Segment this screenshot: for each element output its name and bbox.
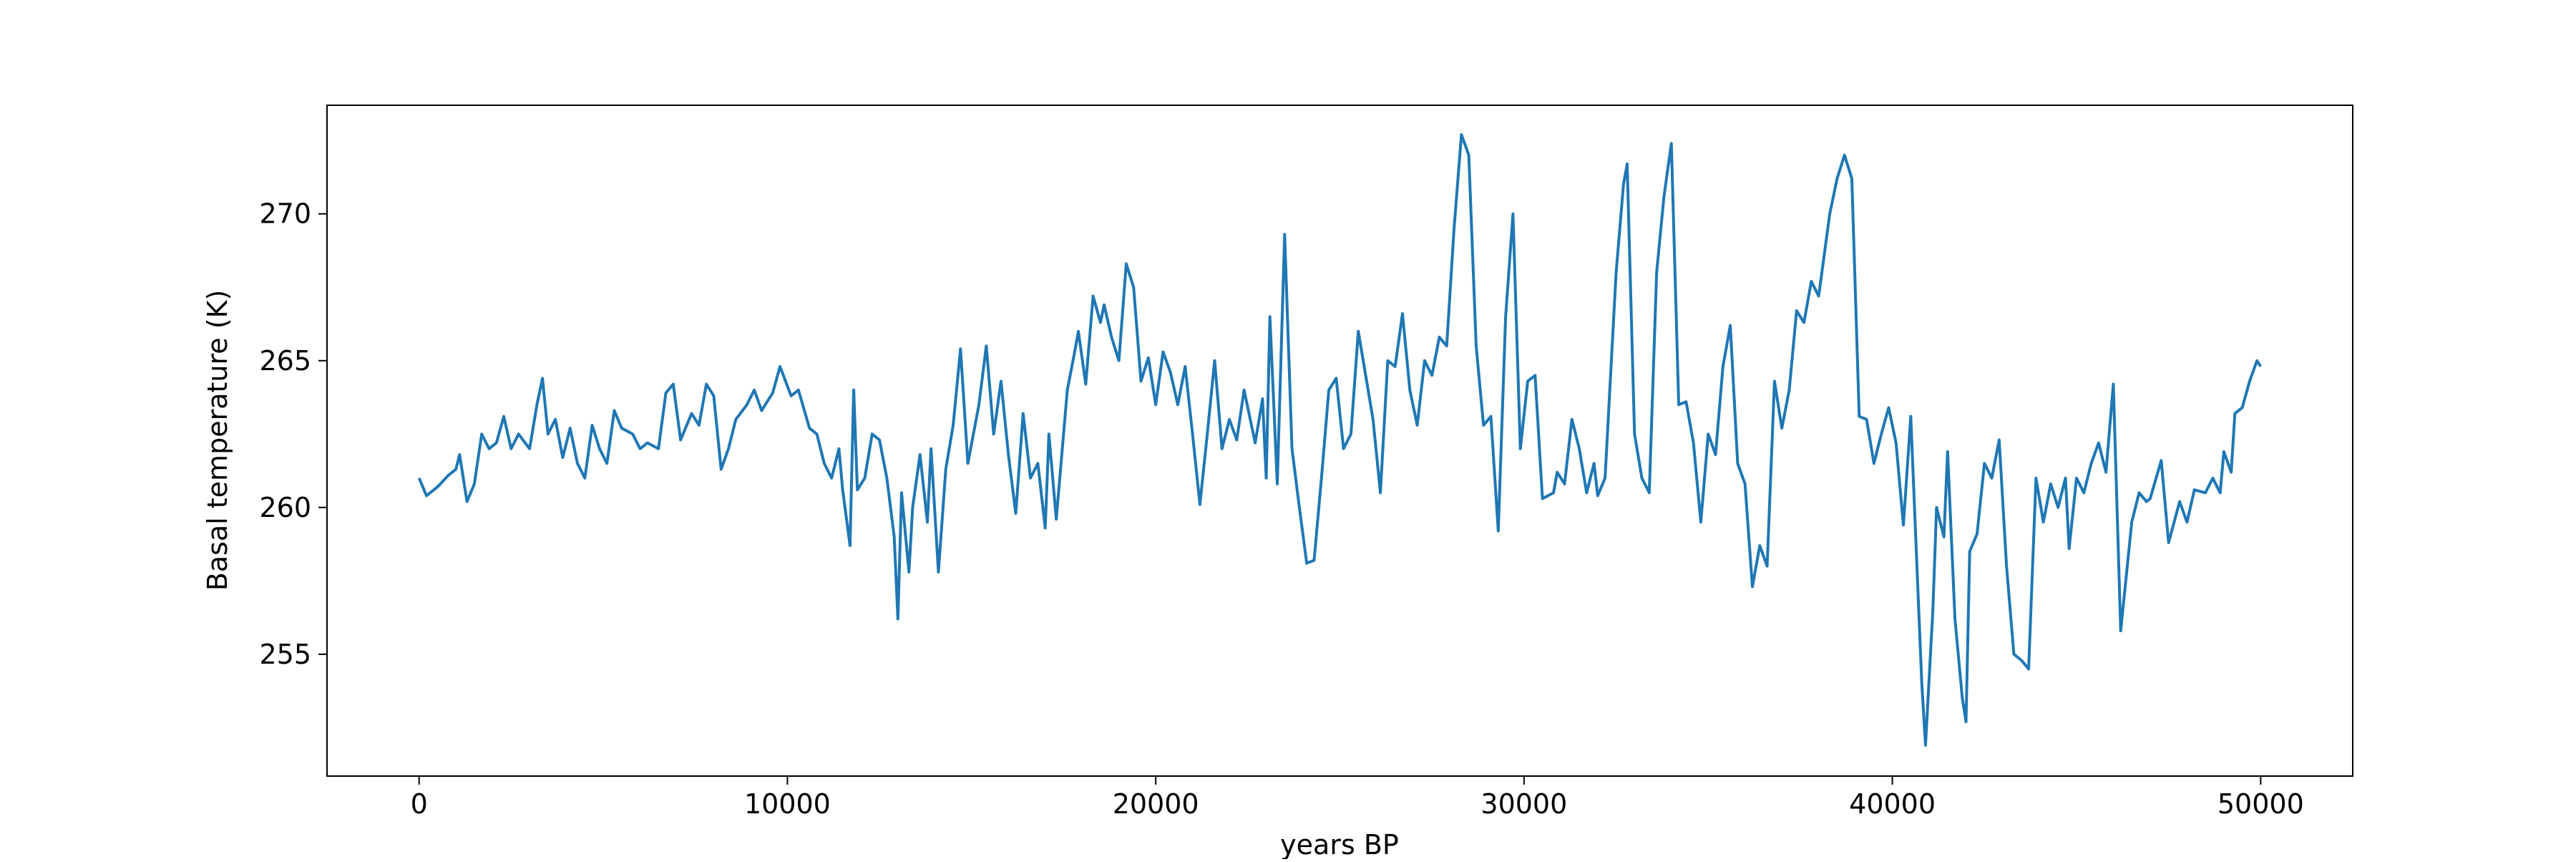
y-tick-label: 260 bbox=[259, 492, 311, 523]
x-tick-label: 50000 bbox=[2218, 788, 2304, 820]
x-tick-label: 30000 bbox=[1480, 788, 1567, 820]
x-tick-label: 20000 bbox=[1113, 788, 1199, 820]
y-tick-label: 270 bbox=[259, 198, 311, 230]
y-axis-label: Basal temperature (K) bbox=[202, 290, 233, 591]
y-tick-label: 255 bbox=[259, 639, 311, 670]
x-tick-label: 0 bbox=[411, 788, 428, 820]
data-line bbox=[417, 133, 2263, 747]
x-tick-label: 40000 bbox=[1849, 788, 1936, 820]
x-axis-label: years BP bbox=[1280, 829, 1399, 859]
plot-frame bbox=[326, 105, 2353, 777]
y-tick-label: 265 bbox=[259, 345, 311, 377]
x-tick-label: 10000 bbox=[744, 788, 831, 820]
